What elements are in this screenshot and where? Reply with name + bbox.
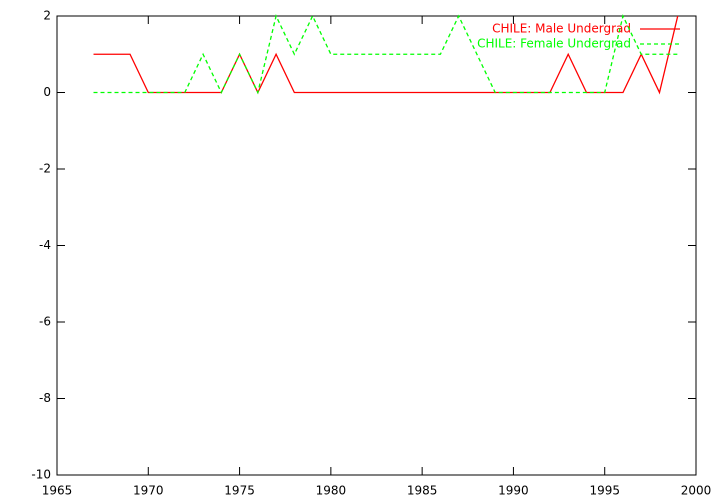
x-tick-label: 1970 [133, 484, 164, 498]
legend-label: CHILE: Male Undergrad [492, 22, 631, 36]
x-tick-label: 2000 [681, 484, 712, 498]
x-tick-label: 1985 [407, 484, 438, 498]
y-tick-label: -6 [39, 315, 51, 329]
x-tick-label: 1995 [589, 484, 620, 498]
data-line [93, 14, 678, 95]
y-tick-label: -10 [31, 468, 51, 482]
data-line [93, 15, 679, 95]
x-tick-label: 1990 [498, 484, 529, 498]
x-tick-label: 1975 [224, 484, 255, 498]
x-tick-label: 1965 [42, 484, 73, 498]
legend-label: CHILE: Female Undergrad [477, 37, 631, 51]
y-tick-label: -2 [39, 162, 51, 176]
y-tick-label: 2 [43, 9, 51, 23]
y-tick-label: -8 [39, 391, 51, 405]
plot-frame [56, 15, 697, 476]
x-tick-label: 1980 [316, 484, 347, 498]
y-tick-label: 0 [43, 85, 51, 99]
y-tick-label: -4 [39, 238, 51, 252]
